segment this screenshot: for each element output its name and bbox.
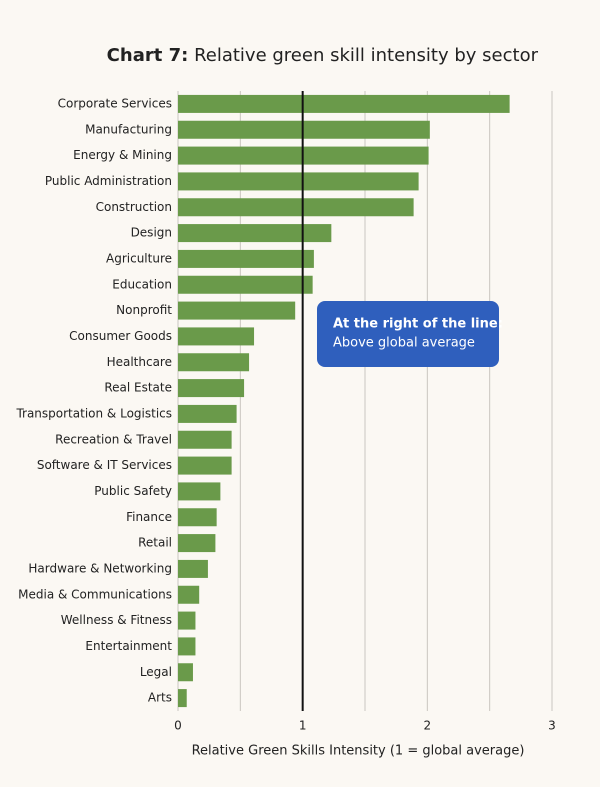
bar xyxy=(178,353,250,372)
bar xyxy=(178,534,216,553)
y-tick-label: Nonprofit xyxy=(116,303,172,317)
y-tick-label: Healthcare xyxy=(107,355,172,369)
x-axis-label: Relative Green Skills Intensity (1 = glo… xyxy=(192,744,525,759)
bar xyxy=(178,275,313,294)
y-tick-label: Public Administration xyxy=(45,174,172,188)
bar xyxy=(178,379,245,398)
bar xyxy=(178,172,419,191)
bar xyxy=(178,611,196,630)
bar xyxy=(178,327,255,346)
x-tick-label: 0 xyxy=(174,719,182,733)
y-tick-label: Finance xyxy=(126,510,172,524)
y-tick-label: Agriculture xyxy=(106,251,172,265)
y-tick-label: Arts xyxy=(148,691,172,705)
y-tick-label: Education xyxy=(112,277,172,291)
y-tick-label: Wellness & Fitness xyxy=(61,613,172,627)
annotation-box xyxy=(317,301,499,367)
y-tick-label: Corporate Services xyxy=(58,96,172,110)
y-tick-label: Consumer Goods xyxy=(69,329,172,343)
title-prefix: Chart 7: xyxy=(107,45,189,66)
bar xyxy=(178,663,193,682)
bar xyxy=(178,224,332,243)
chart-title: Chart 7: Relative green skill intensity … xyxy=(107,45,539,66)
bar xyxy=(178,198,414,217)
y-tick-label: Retail xyxy=(138,536,172,550)
y-tick-label: Media & Communications xyxy=(18,587,172,601)
bar xyxy=(178,120,430,139)
y-tick-label: Entertainment xyxy=(85,639,172,653)
y-tick-label: Energy & Mining xyxy=(73,148,172,162)
bar xyxy=(178,559,208,578)
y-tick-label: Legal xyxy=(140,665,172,679)
bar xyxy=(178,456,232,475)
bar xyxy=(178,301,296,320)
bar xyxy=(178,94,510,113)
x-tick-label: 1 xyxy=(299,719,307,733)
y-tick-label: Transportation & Logistics xyxy=(15,406,172,420)
y-tick-label: Public Safety xyxy=(94,484,172,498)
bar xyxy=(178,689,187,708)
bar xyxy=(178,430,232,449)
y-tick-label: Manufacturing xyxy=(85,122,172,136)
y-tick-label: Hardware & Networking xyxy=(28,561,172,575)
y-tick-label: Software & IT Services xyxy=(37,458,172,472)
annotation-heading: At the right of the line: xyxy=(333,317,503,332)
bar xyxy=(178,249,314,268)
bar xyxy=(178,404,237,423)
y-tick-label: Design xyxy=(131,226,172,240)
y-tick-label: Real Estate xyxy=(104,381,172,395)
x-tick-label: 3 xyxy=(548,719,556,733)
bar xyxy=(178,482,221,501)
y-tick-label: Recreation & Travel xyxy=(55,432,172,446)
annotation-text: Above global average xyxy=(333,336,475,351)
bar xyxy=(178,508,217,527)
title-text: Relative green skill intensity by sector xyxy=(194,45,539,66)
y-tick-label: Construction xyxy=(96,200,172,214)
bar xyxy=(178,637,196,656)
x-tick-label: 2 xyxy=(424,719,432,733)
bar xyxy=(178,585,200,604)
